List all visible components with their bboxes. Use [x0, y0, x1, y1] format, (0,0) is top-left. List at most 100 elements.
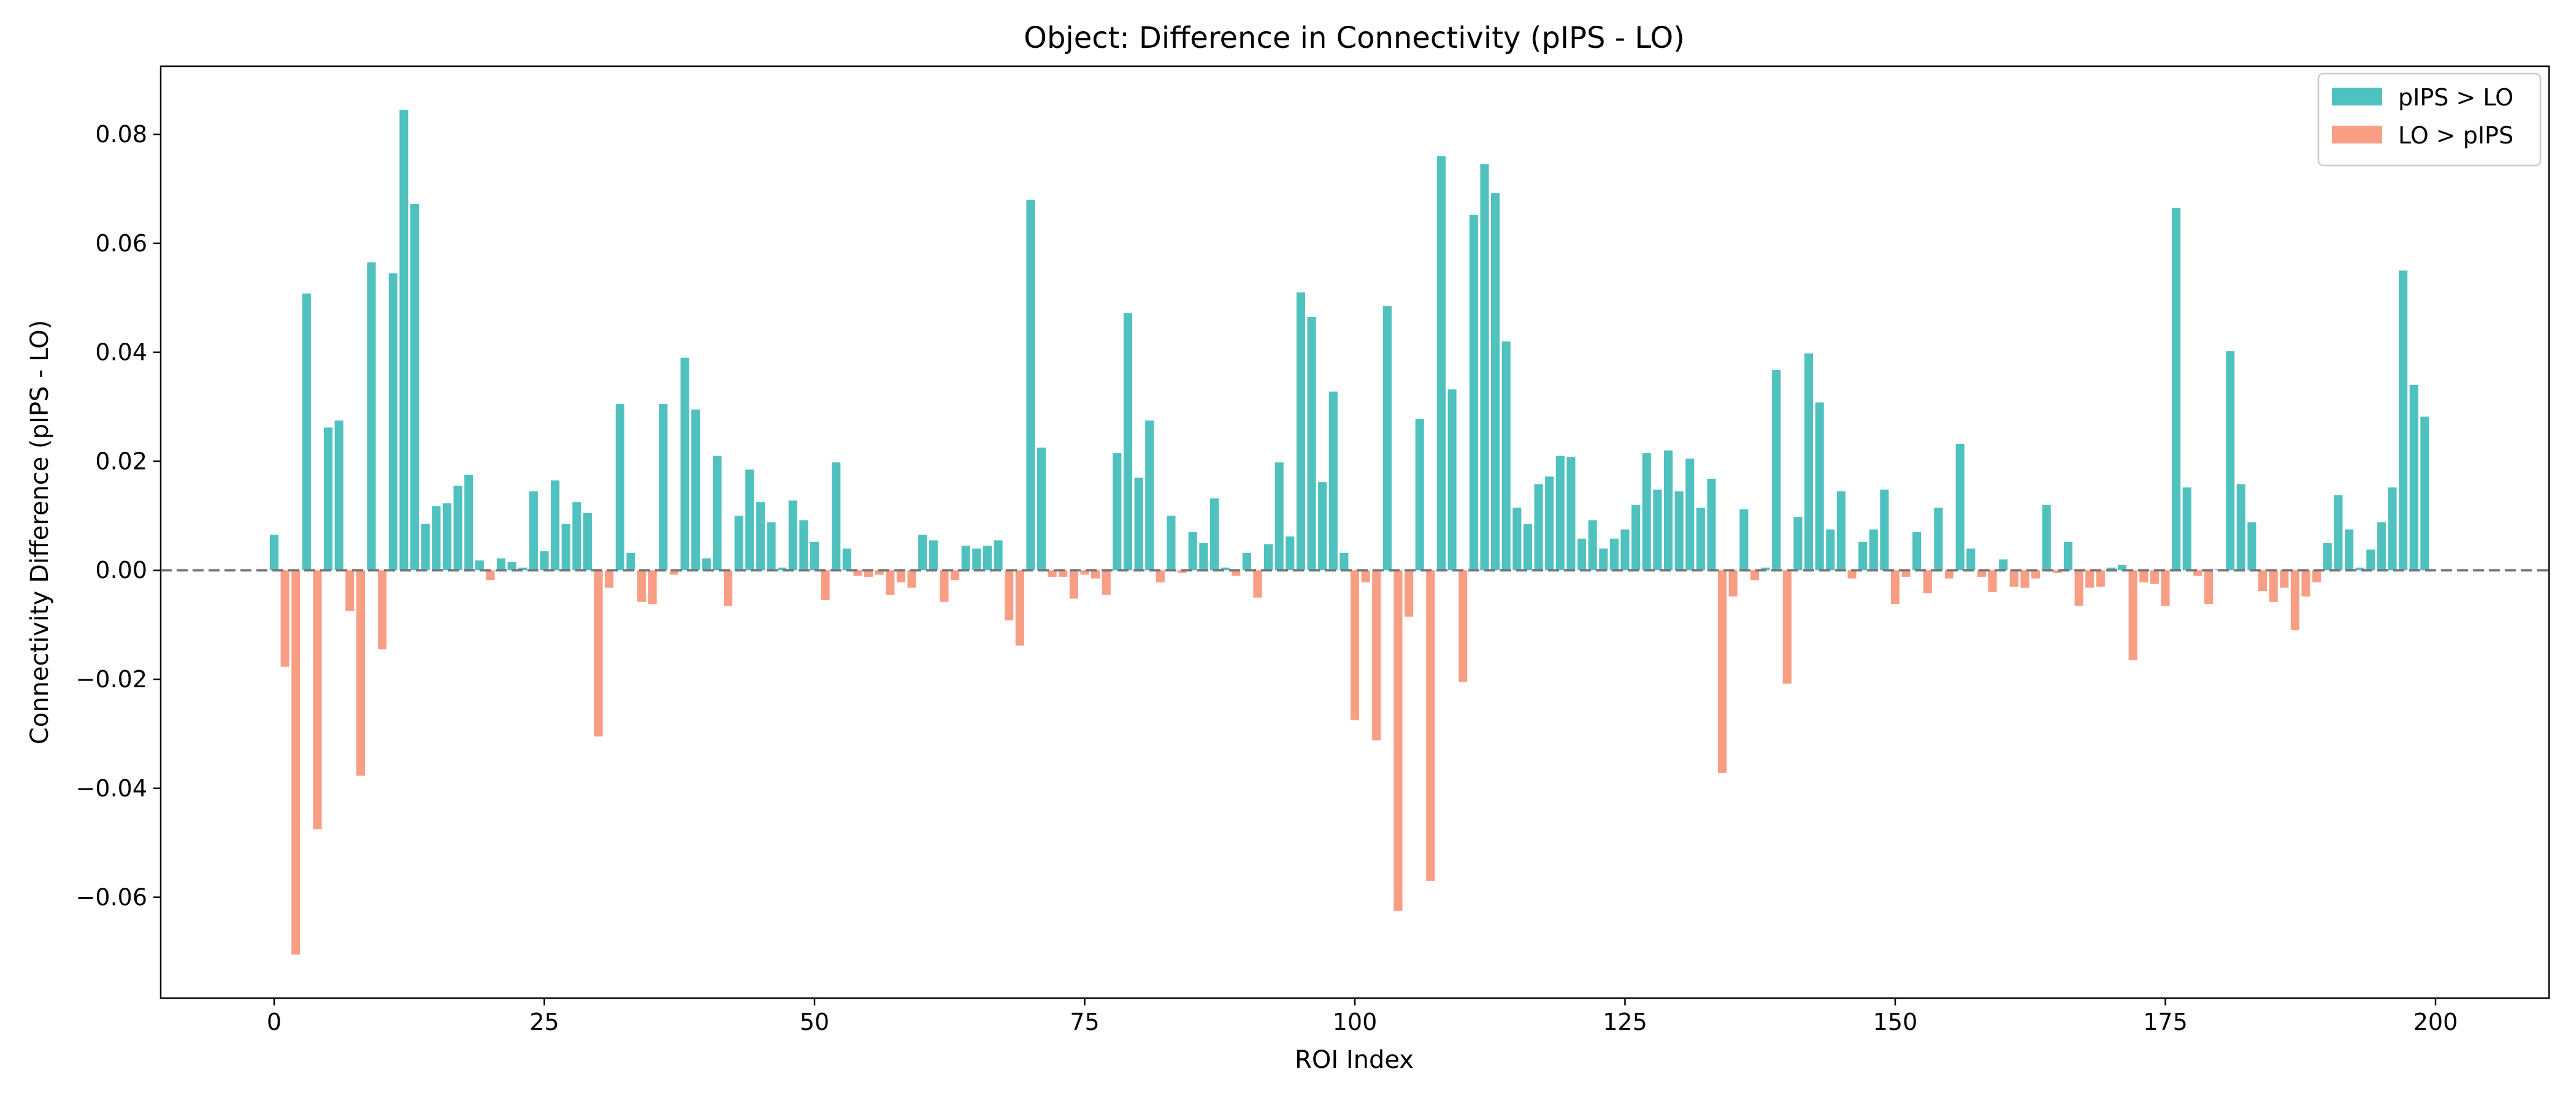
x-tick-label: 75 [1070, 1009, 1099, 1035]
bar-roi-184 [2258, 570, 2267, 591]
bar-roi-127 [1642, 453, 1651, 571]
y-tick-label: −0.04 [76, 775, 147, 802]
bar-roi-11 [388, 273, 397, 571]
bar-roi-84 [1178, 570, 1187, 573]
bar-roi-32 [615, 404, 624, 571]
x-axis-ticks: 0 25 50 75 100 125 150 175 200 [267, 998, 2458, 1035]
bar-roi-45 [756, 502, 765, 571]
y-axis-ticks: −0.06 −0.04 −0.02 0.00 0.02 0.04 0.06 0.08 [76, 121, 161, 911]
x-tick-label: 200 [2413, 1009, 2458, 1035]
bar-roi-102 [1372, 570, 1381, 741]
bar-roi-26 [551, 480, 560, 571]
bar-roi-116 [1523, 524, 1532, 571]
bar-roi-29 [583, 513, 592, 571]
bar-roi-115 [1512, 508, 1522, 571]
bar-roi-171 [2117, 565, 2127, 571]
bar-roi-72 [1048, 570, 1057, 577]
bar-roi-3 [302, 293, 311, 571]
bar-roi-74 [1069, 570, 1078, 599]
bar-roi-96 [1307, 316, 1316, 571]
bar-roi-172 [2128, 570, 2137, 660]
bar-roi-153 [1923, 570, 1932, 593]
bar-roi-138 [1761, 567, 1770, 571]
bar-roi-36 [659, 404, 668, 571]
bar-roi-168 [2085, 570, 2095, 588]
x-tick-label: 150 [1873, 1009, 1918, 1035]
bar-roi-97 [1318, 482, 1327, 571]
legend: pIPS > LO LO > pIPS [2317, 72, 2542, 167]
bar-roi-82 [1156, 570, 1165, 582]
bar-roi-69 [1015, 570, 1024, 646]
y-tick-label: 0.08 [95, 121, 147, 148]
bar-roi-53 [842, 548, 851, 571]
bar-roi-16 [442, 503, 451, 571]
bar-roi-51 [821, 570, 830, 601]
bar-roi-158 [1977, 570, 1987, 577]
bar-roi-126 [1631, 505, 1641, 571]
bar-roi-42 [724, 570, 733, 606]
bar-roi-186 [2280, 570, 2289, 588]
bar-roi-112 [1480, 164, 1489, 571]
bar-roi-23 [518, 567, 527, 571]
bar-roi-85 [1188, 532, 1197, 571]
bar-roi-178 [2193, 570, 2202, 576]
bar-roi-185 [2269, 570, 2278, 602]
bar-roi-43 [734, 516, 743, 571]
bar-roi-188 [2301, 570, 2310, 597]
bar-roi-22 [507, 562, 516, 571]
bar-roi-173 [2139, 570, 2149, 582]
bars-layer [269, 110, 2429, 955]
bar-roi-131 [1685, 459, 1695, 571]
x-tick-label: 100 [1333, 1009, 1378, 1035]
bar-roi-57 [886, 570, 895, 595]
bar-roi-24 [529, 491, 538, 571]
bar-roi-183 [2247, 522, 2256, 571]
bar-roi-117 [1534, 484, 1543, 571]
y-tick-label: 0.04 [95, 339, 147, 366]
y-tick-label: 0.00 [95, 557, 147, 584]
bar-roi-90 [1242, 552, 1251, 571]
bar-roi-157 [1966, 548, 1976, 571]
bar-roi-136 [1739, 509, 1749, 571]
chart-title: Object: Difference in Connectivity (pIPS… [1024, 21, 1685, 55]
bar-roi-164 [2042, 505, 2051, 571]
bar-roi-28 [572, 502, 581, 571]
bar-roi-114 [1501, 341, 1511, 571]
bar-roi-109 [1447, 389, 1457, 571]
bar-roi-47 [778, 567, 787, 571]
legend-swatch-lo-gt-pips [2332, 126, 2382, 143]
bar-roi-176 [2172, 208, 2181, 571]
bar-roi-64 [961, 546, 970, 571]
bar-roi-33 [626, 552, 635, 571]
bar-roi-189 [2312, 570, 2321, 582]
bar-roi-108 [1436, 156, 1446, 571]
bar-roi-71 [1037, 448, 1046, 571]
bar-roi-5 [324, 427, 333, 571]
bar-roi-58 [896, 570, 906, 582]
bar-roi-198 [2409, 385, 2418, 571]
y-tick-label: −0.02 [76, 666, 147, 693]
bar-roi-70 [1026, 199, 1035, 571]
bar-roi-89 [1232, 570, 1241, 576]
legend-label-pips-gt-lo: pIPS > LO [2398, 84, 2513, 111]
bar-roi-137 [1750, 570, 1759, 581]
bar-roi-182 [2236, 484, 2245, 571]
bar-roi-155 [1945, 570, 1954, 579]
bar-roi-13 [410, 204, 420, 571]
bar-roi-17 [453, 486, 462, 571]
bar-roi-170 [2107, 567, 2116, 571]
x-axis-label: ROI Index [1295, 1046, 1414, 1074]
bar-roi-83 [1167, 516, 1176, 571]
bar-roi-129 [1663, 450, 1673, 571]
bar-roi-94 [1286, 536, 1295, 571]
bar-roi-141 [1793, 517, 1803, 571]
bar-roi-98 [1328, 391, 1338, 571]
bar-roi-91 [1253, 570, 1262, 598]
y-tick-label: 0.02 [95, 448, 147, 475]
y-axis-label: Connectivity Difference (pIPS - LO) [26, 320, 54, 744]
bar-roi-133 [1707, 478, 1716, 571]
bar-roi-79 [1123, 313, 1133, 571]
bar-roi-67 [994, 540, 1003, 571]
bar-roi-128 [1653, 489, 1662, 571]
